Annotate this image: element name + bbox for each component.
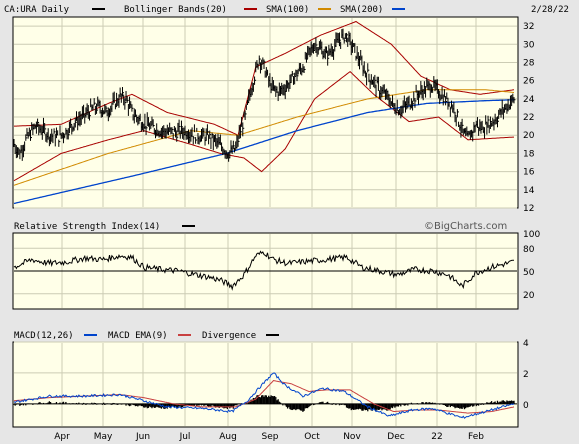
rsi-label: Relative Strength Index(14) <box>14 222 160 232</box>
price-tick-label: 26 <box>523 77 535 87</box>
month-tick-label: Nov <box>343 432 361 442</box>
macd-tick-label: 0 <box>523 401 529 411</box>
price-plot-area <box>12 16 519 209</box>
macd-ema-line <box>13 380 515 414</box>
month-tick-label: Jul <box>179 432 191 442</box>
month-tick-label: Oct <box>304 432 320 442</box>
price-tick-label: 24 <box>523 95 535 105</box>
price-tick-label: 18 <box>523 149 535 159</box>
sma200-label: SMA(200) <box>340 5 383 15</box>
month-tick-label: 22 <box>431 432 442 442</box>
month-tick-label: Feb <box>468 432 484 442</box>
price-tick-label: 16 <box>523 168 535 178</box>
month-tick-label: Sep <box>262 432 279 442</box>
price-tick-label: 20 <box>523 131 535 141</box>
price-tick-label: 30 <box>523 40 535 50</box>
price-panel: 12 14 16 18 20 22 24 26 28 30 32 <box>12 16 535 214</box>
month-axis: Apr May Jun Jul Aug Sep Oct Nov Dec 22 Feb <box>54 432 484 442</box>
macd-legend-icon <box>84 334 97 336</box>
rsi-tick-label: 20 <box>523 291 535 301</box>
month-tick-label: May <box>94 432 113 442</box>
price-y-axis: 12 14 16 18 20 22 24 26 28 30 32 <box>523 22 535 214</box>
macd-ema-label: MACD EMA(9) <box>108 331 168 341</box>
price-tick-label: 14 <box>523 186 535 196</box>
macd-line <box>13 372 515 419</box>
macd-header: MACD(12,26) MACD EMA(9) Divergence <box>14 331 279 341</box>
watermark: ©BigCharts.com <box>424 221 507 232</box>
rsi-tick-label: 100 <box>523 230 540 240</box>
sma100-label: SMA(100) <box>266 5 309 15</box>
rsi-grid <box>14 234 517 308</box>
sma200-line <box>13 99 514 205</box>
price-tick-label: 12 <box>523 204 534 214</box>
rsi-y-axis: 20 50 80 100 <box>523 230 540 301</box>
month-tick-label: Dec <box>387 432 404 442</box>
macd-tick-label: 4 <box>523 339 529 349</box>
ticker-label: CA:URA Daily <box>4 5 70 15</box>
macd-y-axis: 0 2 4 <box>523 339 529 411</box>
macd-panel: 0 2 4 <box>12 339 529 428</box>
macd-ema-legend-icon <box>178 334 191 336</box>
rsi-tick-label: 50 <box>523 268 535 278</box>
bollinger-legend-icon <box>244 8 257 10</box>
chart-date: 2/28/22 <box>531 5 569 15</box>
divergence-histogram <box>13 395 515 412</box>
month-tick-label: Jun <box>135 432 150 442</box>
rsi-tick-label: 80 <box>523 245 535 255</box>
price-tick-label: 28 <box>523 58 535 68</box>
chart-header: CA:URA Daily Bollinger Bands(20) SMA(100… <box>4 5 569 15</box>
rsi-panel: 20 50 80 100 <box>12 230 540 310</box>
rsi-legend-icon <box>182 225 195 227</box>
sma200-legend-icon <box>392 8 405 10</box>
sma100-legend-icon <box>318 8 331 10</box>
macd-plot-area <box>12 341 519 428</box>
price-tick-label: 22 <box>523 113 534 123</box>
macd-label: MACD(12,26) <box>14 331 74 341</box>
divergence-label: Divergence <box>202 331 256 341</box>
price-legend-icon <box>92 8 105 10</box>
bollinger-label: Bollinger Bands(20) <box>124 5 227 15</box>
month-tick-label: Apr <box>54 432 70 442</box>
divergence-legend-icon <box>266 334 279 336</box>
bollinger-lower-line <box>13 70 514 182</box>
macd-tick-label: 2 <box>523 370 529 380</box>
price-tick-label: 32 <box>523 22 534 32</box>
month-tick-label: Aug <box>219 432 237 442</box>
rsi-line <box>13 250 515 291</box>
price-bars <box>13 28 516 162</box>
rsi-header: Relative Strength Index(14) ©BigCharts.c… <box>14 221 507 232</box>
